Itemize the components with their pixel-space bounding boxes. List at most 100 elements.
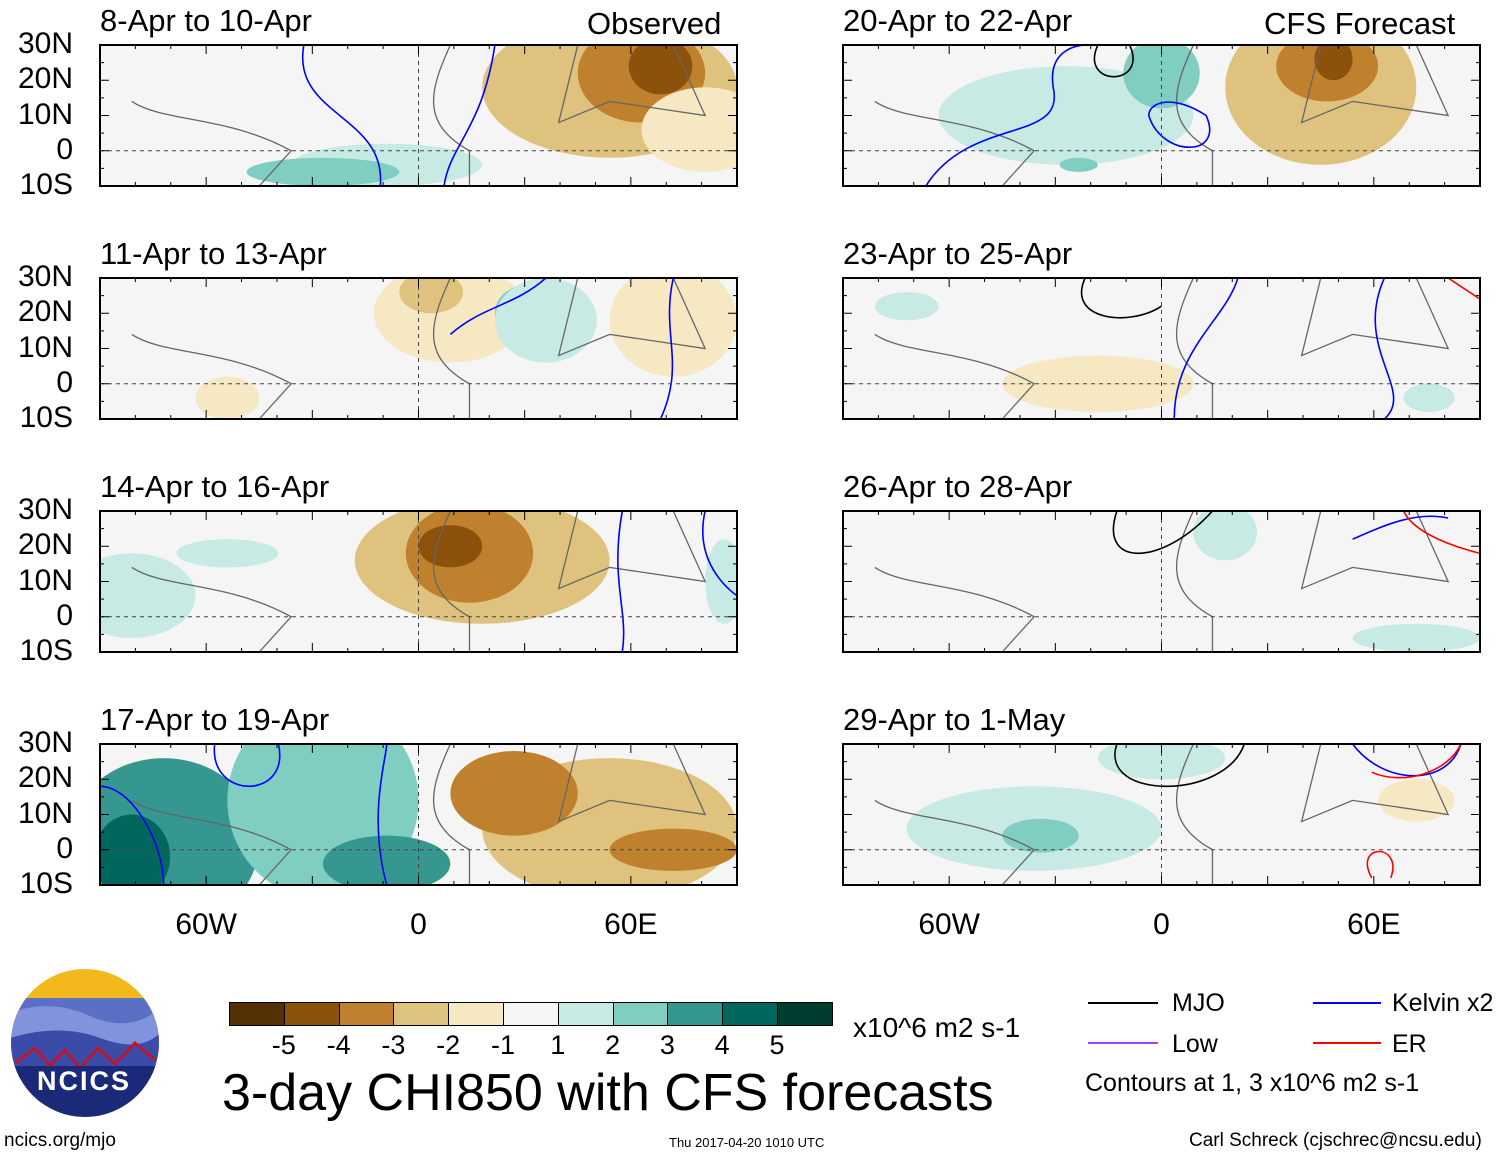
- map-panel: [99, 277, 738, 420]
- contour-line: [702, 511, 737, 597]
- y-tick-label: 30N: [17, 260, 73, 293]
- coastline: [432, 278, 471, 419]
- contour-line: [1366, 850, 1394, 879]
- y-tick-label: 20N: [17, 62, 73, 96]
- coastline: [874, 566, 1036, 652]
- coastline: [1300, 511, 1450, 590]
- footer-timestamp: Thu 2017-04-20 1010 UTC: [669, 1135, 825, 1150]
- panel-title: 14-Apr to 16-Apr: [100, 469, 330, 504]
- map-panel: [842, 277, 1481, 420]
- coastline: [557, 278, 707, 357]
- contour-line: [617, 511, 625, 652]
- anomaly-region: [195, 376, 260, 419]
- coastline: [1175, 278, 1214, 419]
- coastline: [557, 744, 707, 823]
- coastline: [432, 45, 471, 186]
- colorbar-swatch: [393, 1002, 450, 1026]
- anomaly-region: [1403, 383, 1455, 412]
- colorbar-swatch: [722, 1002, 778, 1026]
- contour-line: [449, 278, 547, 335]
- coastline: [131, 566, 293, 652]
- contour-line: [1112, 511, 1214, 554]
- y-tick-label: 10N: [17, 330, 73, 364]
- colorbar-label: -5: [271, 1030, 296, 1060]
- anomaly-region: [874, 292, 939, 321]
- colorbar-label: -3: [381, 1030, 406, 1060]
- colorbar-label: -2: [436, 1030, 461, 1060]
- contour-note: Contours at 1, 3 x10^6 m2 s-1: [1085, 1069, 1420, 1097]
- footer-credit: Carl Schreck (cjschrec@ncsu.edu): [1189, 1130, 1482, 1151]
- anomaly-region: [246, 157, 400, 186]
- y-tick-label: 20N: [17, 528, 73, 562]
- x-tick-label: 60W: [918, 908, 980, 941]
- anomaly-region: [418, 525, 483, 568]
- colorbar-label: 1: [550, 1030, 566, 1060]
- coastline: [1175, 511, 1214, 652]
- map-panel: [99, 510, 738, 653]
- coastline: [1300, 45, 1450, 124]
- legend-mjo: MJO: [1172, 989, 1225, 1017]
- x-tick-label: 60W: [175, 908, 237, 941]
- colorbar-units: x10^6 m2 s-1: [853, 1012, 1021, 1043]
- colorbar-label: 5: [769, 1030, 785, 1060]
- coastline: [1300, 278, 1450, 357]
- y-tick-label: 10S: [19, 634, 73, 667]
- map-panel: [842, 510, 1481, 653]
- contour-line: [1173, 278, 1239, 419]
- anomaly-region: [1002, 355, 1194, 412]
- colorbar-label: 4: [714, 1030, 730, 1060]
- anomaly-region: [1378, 779, 1455, 822]
- map-panel: [99, 44, 738, 187]
- y-tick-label: 0: [56, 598, 73, 632]
- coastline: [432, 511, 471, 652]
- coastline: [874, 100, 1036, 186]
- coastline: [1175, 744, 1214, 885]
- x-tick-label: 0: [410, 908, 427, 941]
- colorbar-swatch: [503, 1002, 559, 1026]
- panel-title: 8-Apr to 10-Apr: [100, 3, 312, 38]
- y-tick-label: 0: [56, 365, 73, 399]
- x-tick-label: 60E: [604, 908, 658, 941]
- y-tick-label: 10N: [17, 796, 73, 830]
- logo-text: NCICS: [37, 1066, 132, 1096]
- anomaly-region: [609, 278, 737, 377]
- y-tick-label: 10S: [19, 867, 73, 900]
- anomaly-region: [450, 751, 578, 836]
- anomaly-region: [641, 87, 737, 172]
- anomaly-region: [1314, 45, 1353, 81]
- contour-line: [1447, 278, 1480, 300]
- contour-line: [213, 744, 281, 787]
- anomaly-region: [1002, 818, 1079, 853]
- coastline: [1300, 744, 1450, 823]
- colorbar-swatch: [777, 1002, 833, 1026]
- colorbar-label: -4: [326, 1030, 351, 1060]
- map-panel: [842, 44, 1481, 187]
- coastline: [1175, 45, 1214, 186]
- coastline: [131, 100, 293, 186]
- figure-title: 3-day CHI850 with CFS forecasts: [222, 1064, 994, 1122]
- observed-header: Observed: [587, 6, 722, 41]
- colorbar-swatch: [229, 1002, 285, 1026]
- legend-low: Low: [1172, 1030, 1218, 1058]
- colorbar-swatch: [448, 1002, 504, 1026]
- legend-er: ER: [1392, 1030, 1427, 1058]
- y-tick-label: 10N: [17, 563, 73, 597]
- map-panel: [99, 743, 738, 886]
- forecast-header: CFS Forecast: [1264, 6, 1456, 41]
- panel-title: 23-Apr to 25-Apr: [843, 236, 1073, 271]
- y-tick-label: 10S: [19, 401, 73, 434]
- anomaly-region: [176, 539, 279, 568]
- coastline: [874, 333, 1036, 419]
- legend-lines: [1088, 1002, 1381, 1044]
- ncics-logo: [11, 969, 159, 1117]
- anomaly-region: [1123, 45, 1200, 109]
- contour-line: [1148, 101, 1211, 148]
- footer-url[interactable]: ncics.org/mjo: [4, 1130, 116, 1151]
- panel-title: 11-Apr to 13-Apr: [100, 236, 327, 271]
- contour-line: [1352, 515, 1449, 540]
- contour-line: [1080, 278, 1162, 319]
- colorbar-swatch: [612, 1002, 669, 1026]
- y-tick-label: 10N: [17, 97, 73, 131]
- contour-line: [377, 744, 388, 885]
